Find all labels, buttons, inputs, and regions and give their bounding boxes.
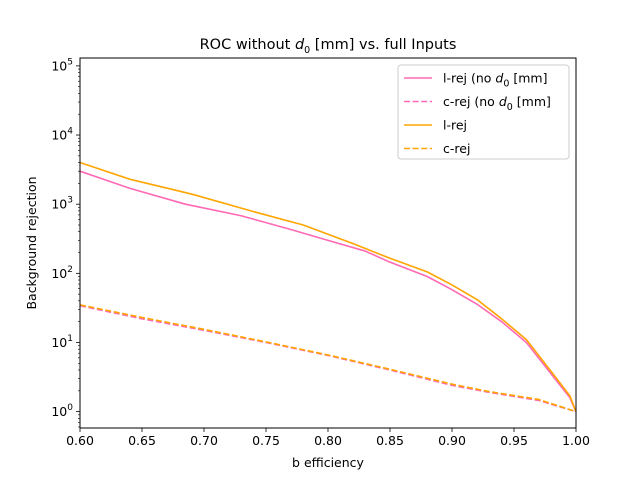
series-line-0 — [79, 170, 577, 412]
legend-frame — [397, 64, 570, 160]
y-tick-label: 100 — [51, 403, 73, 419]
x-tick-label: 0.65 — [128, 433, 156, 448]
y-tick-label: 103 — [51, 196, 73, 212]
legend-label-0: l-rej (no d0 [mm] — [443, 71, 547, 90]
legend-label-3: c-rej — [443, 141, 470, 156]
y-axis-label: Background rejection — [24, 176, 39, 309]
x-tick-label: 0.90 — [438, 433, 466, 448]
legend: l-rej (no d0 [mm] c-rej (no d0 [mm] l-rej c… — [397, 64, 570, 160]
y-tick-label: 101 — [51, 334, 73, 350]
chart-title: ROC without d0 [mm] vs. full Inputs — [200, 37, 457, 56]
legend-label-2: l-rej — [443, 118, 467, 133]
x-tick-label: 0.75 — [252, 433, 280, 448]
x-axis-label: b efficiency — [292, 455, 365, 470]
x-tick-label: 1.00 — [562, 433, 590, 448]
y-tick-label: 105 — [51, 57, 73, 73]
series-line-2 — [79, 161, 577, 412]
x-tick-label: 0.70 — [190, 433, 218, 448]
x-tick-label: 0.95 — [500, 433, 528, 448]
y-axis-ticks: 100 101 102 103 104 105 — [51, 57, 80, 428]
legend-label-1: c-rej (no d0 [mm] — [443, 94, 551, 113]
series-line-3 — [79, 304, 577, 413]
x-tick-label: 0.60 — [66, 433, 94, 448]
x-tick-label: 0.80 — [314, 433, 342, 448]
x-tick-label: 0.85 — [376, 433, 404, 448]
x-axis-ticks: 0.60 0.65 0.70 0.75 0.80 0.85 0.90 0.95 1.00 — [66, 428, 590, 448]
y-tick-label: 104 — [51, 127, 73, 143]
y-tick-label: 102 — [51, 265, 73, 281]
series-layer — [79, 161, 577, 413]
plot-frame — [79, 57, 577, 429]
